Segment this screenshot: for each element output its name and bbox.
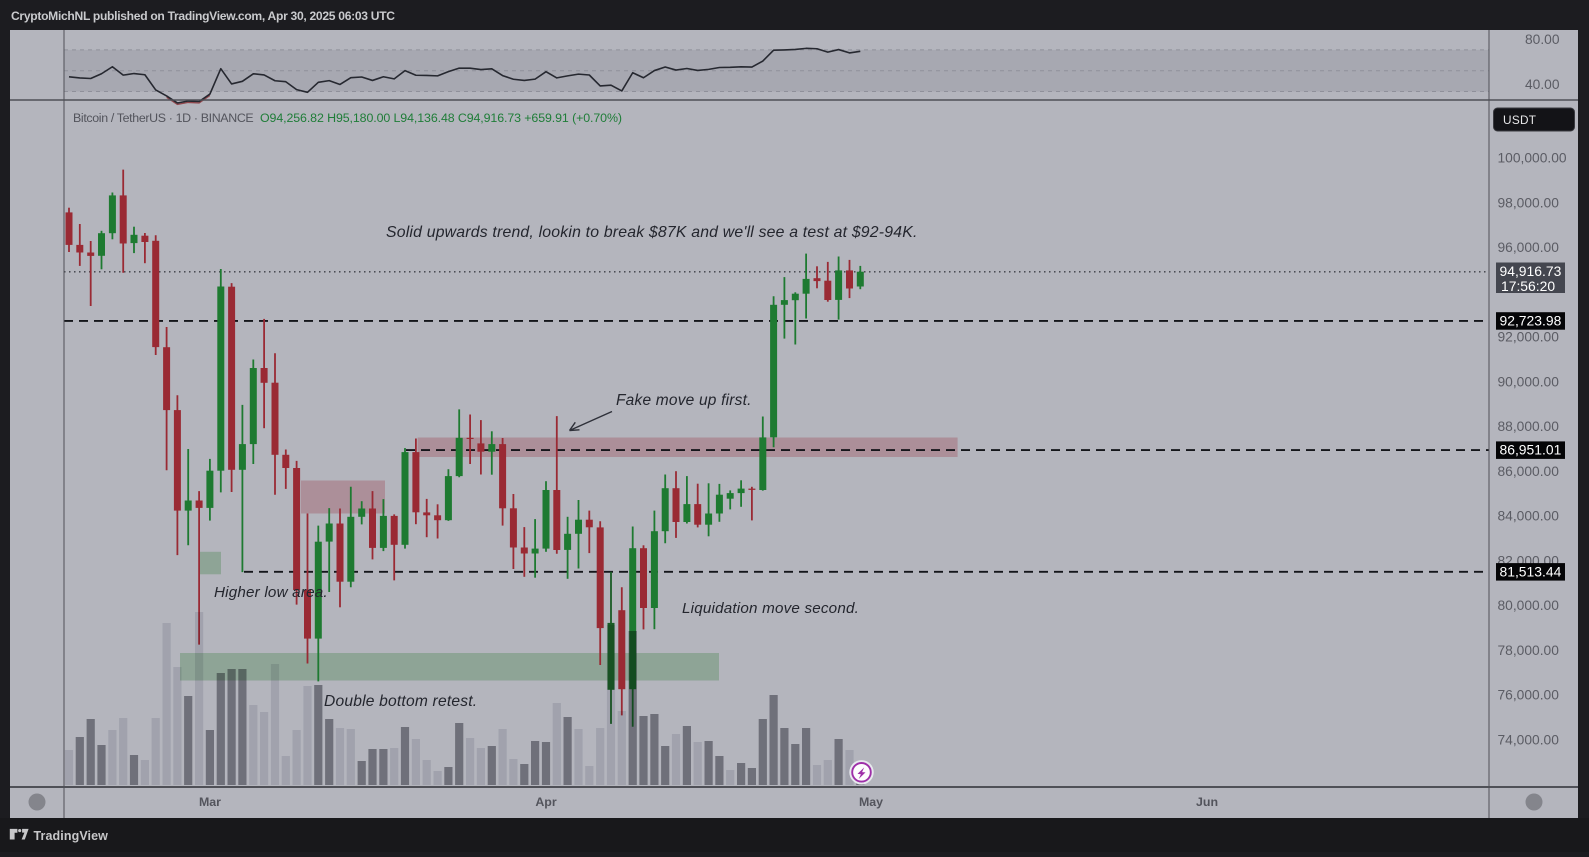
svg-text:80.00: 80.00: [1525, 32, 1560, 47]
svg-text:40.00: 40.00: [1525, 77, 1560, 92]
svg-text:Mar: Mar: [199, 795, 221, 809]
svg-text:92,000.00: 92,000.00: [1498, 330, 1560, 345]
svg-text:86,000.00: 86,000.00: [1498, 464, 1560, 479]
svg-text:76,000.00: 76,000.00: [1498, 688, 1560, 703]
svg-text:Higher low area.: Higher low area.: [214, 584, 328, 601]
svg-text:80,000.00: 80,000.00: [1498, 598, 1560, 613]
svg-text:84,000.00: 84,000.00: [1498, 509, 1560, 524]
svg-text:Apr: Apr: [535, 795, 557, 809]
svg-text:Bitcoin / TetherUS · 1D · BINA: Bitcoin / TetherUS · 1D · BINANCE: [73, 111, 253, 125]
svg-text:Double bottom retest.: Double bottom retest.: [324, 693, 477, 710]
svg-text:86,951.01: 86,951.01: [1500, 442, 1562, 458]
svg-text:98,000.00: 98,000.00: [1498, 195, 1560, 210]
svg-text:92,723.98: 92,723.98: [1500, 313, 1562, 329]
svg-text:81,513.44: 81,513.44: [1500, 563, 1562, 579]
svg-text:TradingView: TradingView: [34, 829, 109, 843]
svg-text:100,000.00: 100,000.00: [1498, 151, 1567, 166]
svg-text:USDT: USDT: [1503, 113, 1536, 127]
svg-text:Jun: Jun: [1196, 795, 1218, 809]
svg-text:88,000.00: 88,000.00: [1498, 419, 1560, 434]
svg-text:17:56:20: 17:56:20: [1501, 278, 1555, 294]
svg-text:Liquidation move second.: Liquidation move second.: [682, 600, 859, 617]
svg-text:96,000.00: 96,000.00: [1498, 240, 1560, 255]
svg-text:O94,256.82 H95,180.00 L94,13: O94,256.82 H95,180.00 L94,136.48 C94,916…: [260, 111, 622, 125]
svg-text:CryptoMichNL published on Trad: CryptoMichNL published on TradingView.co…: [11, 9, 395, 23]
svg-text:Fake move up first.: Fake move up first.: [616, 392, 752, 409]
svg-text:90,000.00: 90,000.00: [1498, 374, 1560, 389]
svg-text:78,000.00: 78,000.00: [1498, 643, 1560, 658]
svg-text:94,916.73: 94,916.73: [1500, 263, 1562, 279]
svg-text:74,000.00: 74,000.00: [1498, 733, 1560, 748]
svg-text:May: May: [859, 795, 883, 809]
svg-text:Solid upwards trend, lookin to: Solid upwards trend, lookin to break $87…: [386, 224, 918, 241]
